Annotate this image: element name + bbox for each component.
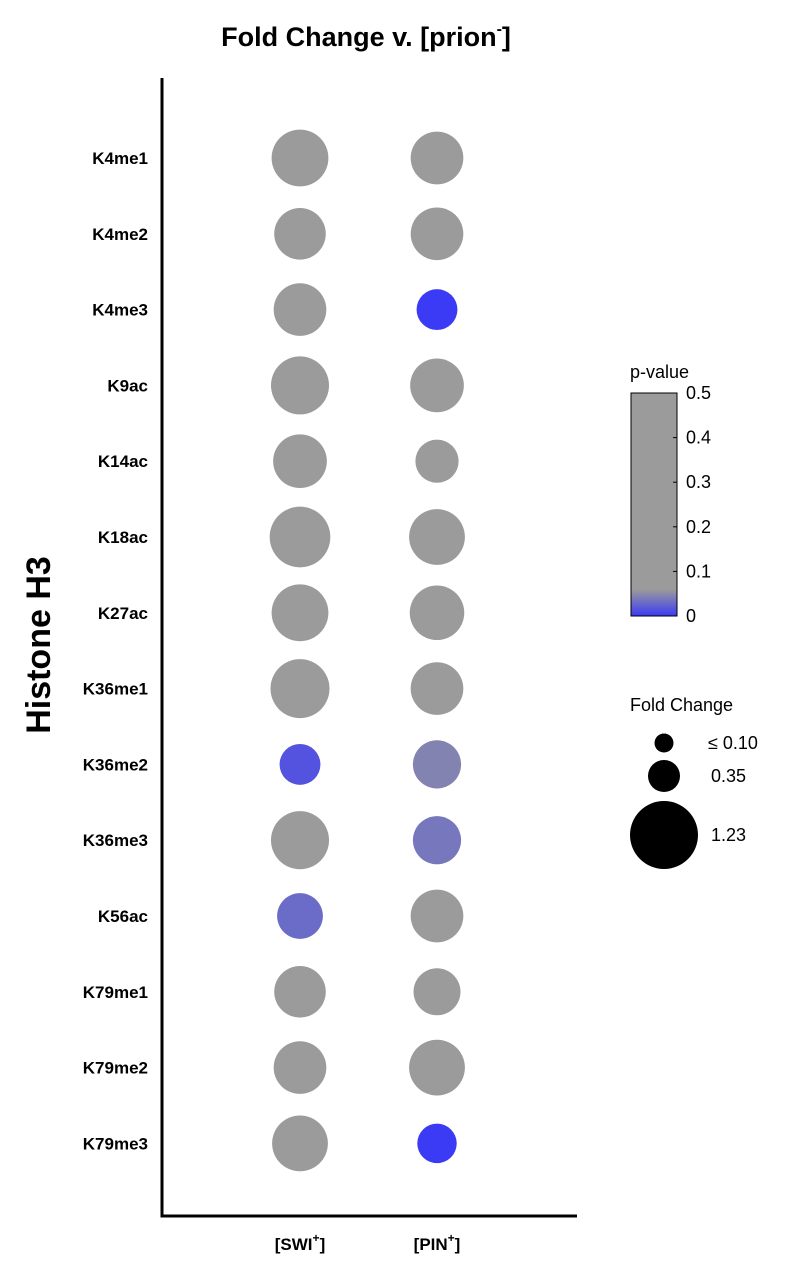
bubble-k27ac-col1 xyxy=(409,585,465,641)
row-label-k4me1: K4me1 xyxy=(92,149,148,168)
pvalue-tick-label: 0.2 xyxy=(686,517,711,537)
pvalue-tick-label: 0.1 xyxy=(686,561,711,581)
bubble-k14ac-col0 xyxy=(273,434,327,489)
pvalue-tick-label: 0.4 xyxy=(686,428,711,448)
bubble-k79me3-col1 xyxy=(417,1123,457,1164)
pvalue-tick-label: 0 xyxy=(686,606,696,626)
bubble-k36me1-col0 xyxy=(270,659,330,719)
column-label-0: [SWI+] xyxy=(275,1231,325,1254)
row-label-k18ac: K18ac xyxy=(98,528,148,547)
chart-title: Fold Change v. [prion-] xyxy=(221,21,511,52)
row-label-k4me2: K4me2 xyxy=(92,225,148,244)
bubble-k36me1-col1 xyxy=(410,662,464,715)
pvalue-tick-label: 0.3 xyxy=(686,472,711,492)
row-label-k27ac: K27ac xyxy=(98,604,148,623)
size-legend-label: 1.23 xyxy=(711,825,746,845)
bubble-k79me3-col0 xyxy=(272,1115,328,1172)
bubble-k4me3-col1 xyxy=(416,289,458,331)
row-label-k36me2: K36me2 xyxy=(83,755,148,774)
bubble-k79me1-col0 xyxy=(274,966,326,1018)
row-label-k36me1: K36me1 xyxy=(83,680,148,699)
bubble-k4me3-col0 xyxy=(273,283,327,336)
bubble-k36me3-col1 xyxy=(412,816,462,865)
pvalue-tick-label: 0.5 xyxy=(686,383,711,403)
size-legend-label: 0.35 xyxy=(711,766,746,786)
bubble-k79me1-col1 xyxy=(413,968,461,1016)
row-label-k4me3: K4me3 xyxy=(92,301,148,320)
row-label-k79me2: K79me2 xyxy=(83,1059,148,1078)
row-label-k36me3: K36me3 xyxy=(83,831,148,850)
bubble-k36me2-col1 xyxy=(412,740,462,789)
column-label-1: [PIN+] xyxy=(414,1231,461,1254)
bubble-k4me1-col0 xyxy=(271,129,329,187)
bubble-k4me1-col1 xyxy=(410,131,464,185)
row-label-k9ac: K9ac xyxy=(107,376,148,395)
bubble-k79me2-col0 xyxy=(273,1041,327,1094)
fold-change-legend-title: Fold Change xyxy=(630,695,733,715)
bubble-k36me2-col0 xyxy=(279,743,321,785)
bubble-k18ac-col1 xyxy=(409,509,465,565)
size-legend-circle xyxy=(648,760,680,792)
row-label-k79me1: K79me1 xyxy=(83,983,148,1002)
size-legend-circle xyxy=(654,733,674,753)
size-legend-label: ≤ 0.10 xyxy=(708,733,758,753)
bubble-k14ac-col1 xyxy=(415,439,459,483)
pvalue-colorbar xyxy=(630,392,678,617)
bubble-k56ac-col0 xyxy=(277,893,323,939)
size-legend-circle xyxy=(630,801,698,869)
bubble-k9ac-col0 xyxy=(270,356,330,415)
row-label-k56ac: K56ac xyxy=(98,907,148,926)
pvalue-legend-title: p-value xyxy=(630,362,689,382)
bubble-k4me2-col1 xyxy=(410,207,464,261)
bubble-k27ac-col0 xyxy=(271,584,329,642)
bubble-k9ac-col1 xyxy=(410,358,464,413)
row-label-k14ac: K14ac xyxy=(98,452,148,471)
bubble-k4me2-col0 xyxy=(274,208,326,260)
bubble-k18ac-col0 xyxy=(269,506,331,568)
row-label-k79me3: K79me3 xyxy=(83,1134,148,1153)
bubble-k36me3-col0 xyxy=(270,811,330,870)
bubble-k79me2-col1 xyxy=(409,1039,465,1096)
y-axis-title: Histone H3 xyxy=(20,556,58,734)
bubble-k56ac-col1 xyxy=(410,889,464,943)
